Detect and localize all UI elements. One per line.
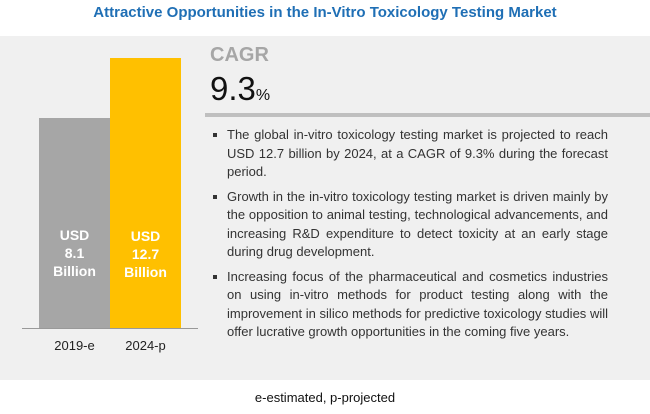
bar-label-2024: USD 12.7 Billion	[110, 227, 181, 281]
bar-label-line: 12.7	[131, 246, 160, 262]
bullet-icon	[213, 274, 217, 279]
bar-label-2019: USD 8.1 Billion	[39, 226, 110, 280]
bullet-item: Increasing focus of the pharmaceutical a…	[213, 268, 608, 342]
content-panel: USD 8.1 Billion USD 12.7 Billion 2019-e …	[0, 36, 650, 380]
chart-title: Attractive Opportunities in the In-Vitro…	[93, 4, 557, 21]
bar-label-line: Billion	[124, 264, 167, 280]
bullet-text: The global in-vitro toxicology testing m…	[227, 127, 608, 179]
x-tick-label: 2024-p	[125, 338, 166, 353]
footnote: e-estimated, p-projected	[254, 390, 396, 405]
bar-label-line: Billion	[53, 263, 96, 279]
x-axis-line	[22, 328, 198, 329]
bar-chart: USD 8.1 Billion USD 12.7 Billion	[22, 36, 198, 328]
bar-2024: USD 12.7 Billion	[110, 58, 181, 328]
bullet-list: The global in-vitro toxicology testing m…	[213, 126, 608, 348]
divider	[205, 113, 650, 117]
cagr-number: 9.3	[210, 70, 256, 107]
bullet-icon	[213, 133, 217, 137]
bullet-item: Growth in the in-vitro toxicology testin…	[213, 188, 608, 262]
cagr-label: CAGR	[210, 44, 269, 66]
bullet-icon	[213, 194, 217, 199]
bullet-text: Growth in the in-vitro toxicology testin…	[227, 188, 608, 260]
bar-label-line: USD	[59, 227, 90, 243]
bar-label-line: USD	[130, 228, 161, 244]
bullet-text: Increasing focus of the pharmaceutical a…	[227, 268, 608, 340]
bar-2019: USD 8.1 Billion	[39, 118, 110, 328]
bullet-item: The global in-vitro toxicology testing m…	[213, 126, 608, 182]
cagr-unit: %	[255, 87, 271, 104]
bar-label-line: 8.1	[64, 245, 85, 261]
cagr-value: 9.3%	[210, 70, 270, 108]
x-tick-label: 2019-e	[54, 338, 95, 353]
